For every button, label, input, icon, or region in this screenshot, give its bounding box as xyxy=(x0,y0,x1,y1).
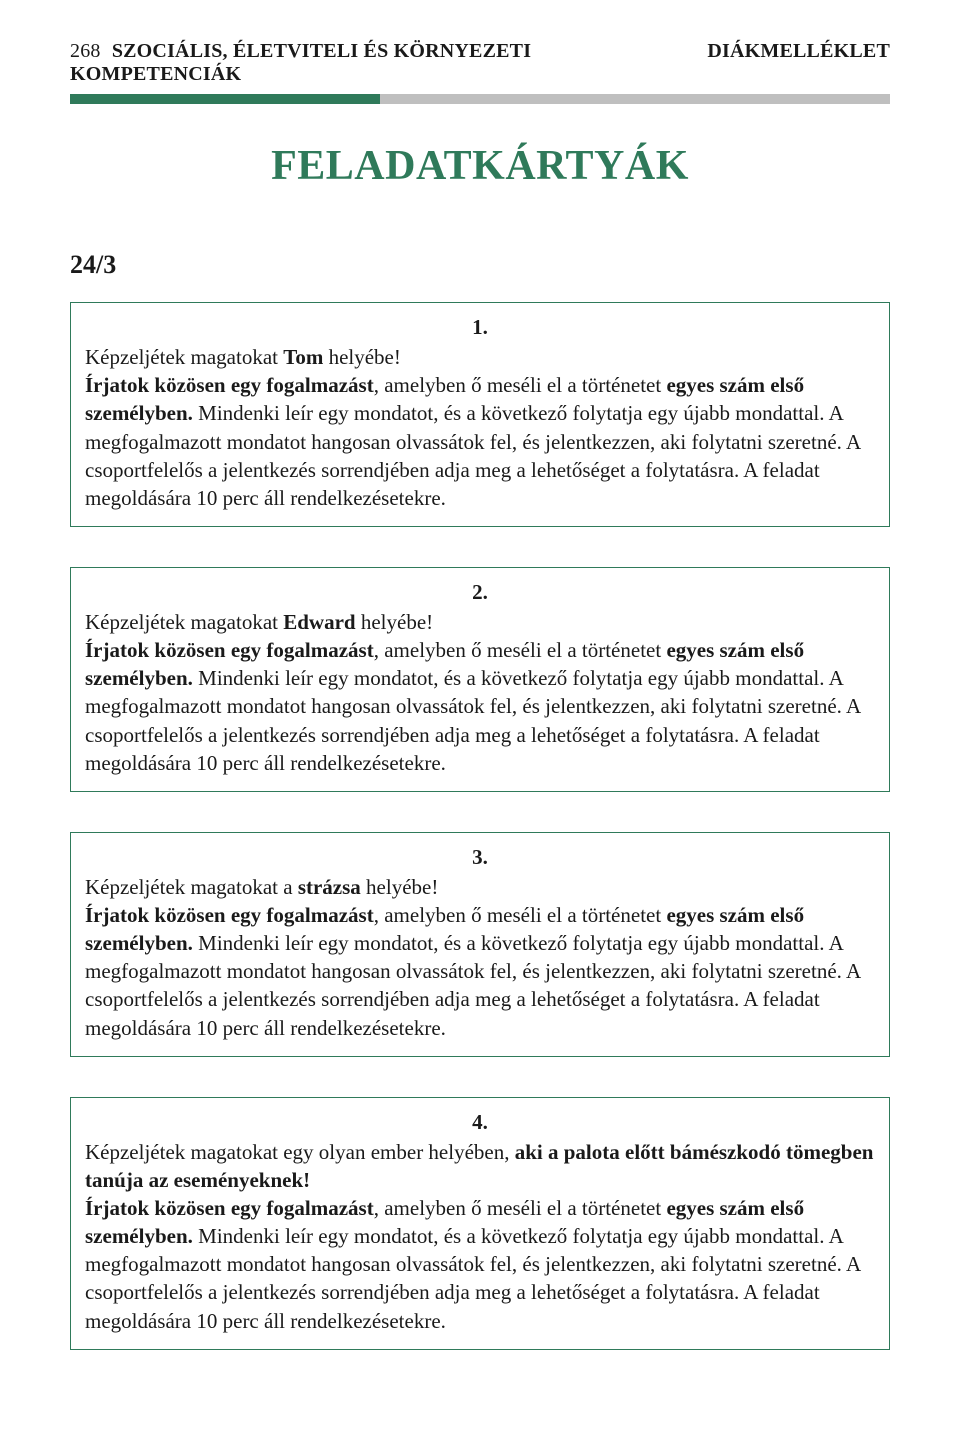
task-card: 4.Képzeljétek magatokat egy olyan ember … xyxy=(70,1097,890,1350)
card-body: Képzeljétek magatokat a strázsa helyébe!… xyxy=(85,873,875,1042)
header-left: 268 SZOCIÁLIS, ÉLETVITELI ÉS KÖRNYEZETI … xyxy=(70,40,707,86)
header-rule-green xyxy=(70,94,380,104)
card-subject-bold: aki a palota előtt bámészkodó tömegben t… xyxy=(85,1140,873,1192)
card-instruction-bold-1: Írjatok közösen egy fogalmazást xyxy=(85,638,374,662)
cards-container: 1.Képzeljétek magatokat Tom helyébe!Írja… xyxy=(70,302,890,1350)
header-right-title: DIÁKMELLÉKLET xyxy=(707,40,890,63)
task-card: 3.Képzeljétek magatokat a strázsa helyéb… xyxy=(70,832,890,1057)
page-header: 268 SZOCIÁLIS, ÉLETVITELI ÉS KÖRNYEZETI … xyxy=(70,40,890,86)
card-body: Képzeljétek magatokat Edward helyébe!Írj… xyxy=(85,608,875,777)
card-instruction-bold-1: Írjatok közösen egy fogalmazást xyxy=(85,903,374,927)
task-card: 2.Képzeljétek magatokat Edward helyébe!Í… xyxy=(70,567,890,792)
header-rule xyxy=(70,94,890,104)
card-subject-bold: Tom xyxy=(283,345,323,369)
page-number: 268 xyxy=(70,40,101,62)
main-title: FELADATKÁRTYÁK xyxy=(70,142,890,190)
card-instruction-bold-1: Írjatok közösen egy fogalmazást xyxy=(85,1196,374,1220)
card-body: Képzeljétek magatokat egy olyan ember he… xyxy=(85,1138,875,1335)
card-body: Képzeljétek magatokat Tom helyébe!Írjato… xyxy=(85,343,875,512)
section-code: 24/3 xyxy=(70,250,890,280)
card-number: 4. xyxy=(85,1108,875,1136)
task-card: 1.Képzeljétek magatokat Tom helyébe!Írja… xyxy=(70,302,890,527)
card-number: 3. xyxy=(85,843,875,871)
card-subject-bold: strázsa xyxy=(298,875,361,899)
header-left-title: SZOCIÁLIS, ÉLETVITELI ÉS KÖRNYEZETI KOMP… xyxy=(70,40,531,85)
card-subject-bold: Edward xyxy=(283,610,355,634)
card-number: 1. xyxy=(85,313,875,341)
card-instruction-bold-1: Írjatok közösen egy fogalmazást xyxy=(85,373,374,397)
card-number: 2. xyxy=(85,578,875,606)
